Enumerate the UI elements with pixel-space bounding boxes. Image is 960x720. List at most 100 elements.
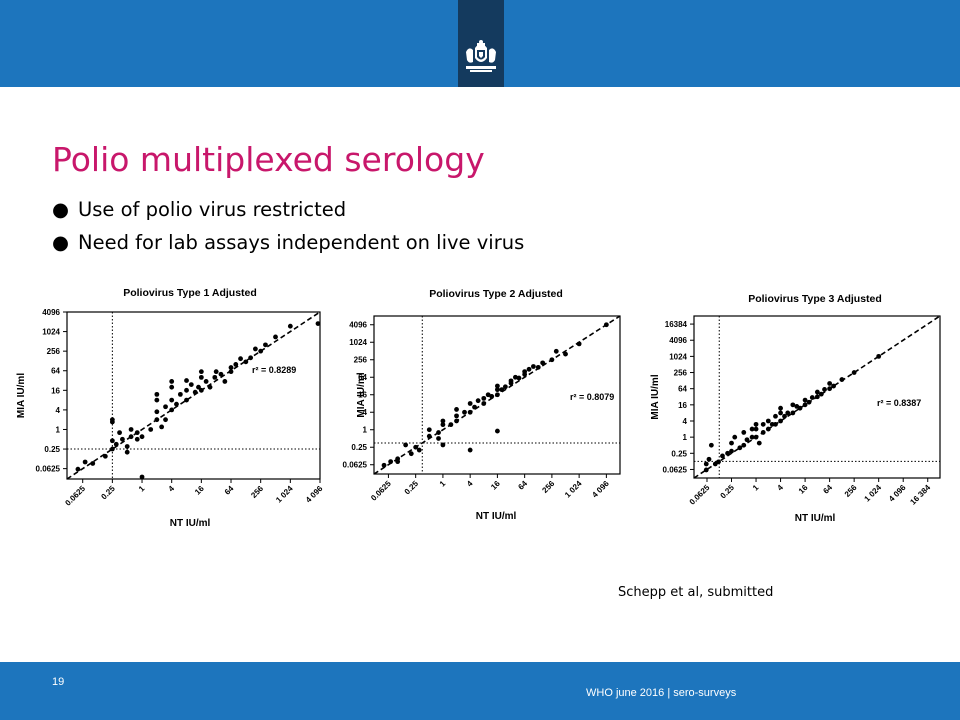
data-point — [540, 360, 546, 366]
data-point — [109, 438, 115, 444]
y-tick-label: 1024 — [42, 328, 60, 337]
plot-frame — [66, 311, 321, 480]
data-point — [148, 427, 154, 432]
data-point — [124, 449, 130, 455]
y-tick-label: 4 — [683, 417, 688, 426]
data-point — [703, 461, 709, 467]
data-point — [563, 351, 568, 357]
bottom-bar — [0, 662, 960, 720]
data-point — [549, 357, 555, 363]
data-point — [522, 372, 528, 377]
data-point — [184, 387, 189, 393]
y-tick-label: 0.0625 — [36, 465, 61, 474]
data-point — [203, 379, 209, 384]
y-tick-label: 0.25 — [44, 445, 60, 454]
data-point — [778, 410, 783, 416]
y-tick-label: 1024 — [669, 352, 687, 361]
data-point — [90, 461, 96, 466]
data-point — [720, 453, 725, 459]
data-point — [436, 430, 441, 435]
logo-box — [458, 0, 504, 87]
data-point — [827, 381, 833, 386]
data-point — [481, 401, 487, 406]
data-point — [120, 436, 125, 442]
data-point — [252, 346, 258, 352]
data-point — [790, 402, 796, 408]
y-tick-label: 64 — [358, 373, 367, 382]
data-point — [440, 418, 446, 424]
data-point — [440, 442, 446, 448]
chart-title: Poliovirus Type 1 Adjusted — [123, 287, 257, 299]
data-point — [526, 366, 532, 372]
data-point — [426, 427, 432, 433]
data-point — [222, 379, 228, 384]
y-tick-label: 256 — [354, 356, 368, 365]
x-tick-label: 16 — [797, 483, 810, 496]
y-tick-label: 4096 — [669, 336, 687, 345]
data-point — [169, 407, 175, 413]
data-point — [489, 394, 495, 399]
data-point — [706, 456, 712, 462]
data-point — [315, 321, 321, 327]
data-point — [192, 389, 198, 395]
data-point — [797, 405, 803, 411]
data-point — [516, 375, 522, 381]
data-point — [436, 436, 441, 441]
data-point — [472, 404, 477, 410]
data-point — [760, 430, 766, 435]
data-point — [184, 378, 189, 383]
data-point — [448, 422, 454, 428]
data-point — [388, 459, 394, 465]
data-point — [802, 397, 808, 403]
data-point — [481, 395, 487, 401]
data-point — [174, 401, 179, 407]
data-point — [212, 374, 218, 380]
data-point — [177, 391, 183, 397]
data-point — [139, 474, 145, 480]
data-point — [499, 387, 505, 393]
data-point — [207, 384, 213, 390]
data-point — [749, 434, 755, 440]
data-point — [495, 392, 500, 398]
data-point — [467, 447, 473, 453]
y-tick-label: 4096 — [349, 321, 367, 330]
data-point — [765, 426, 771, 432]
y-tick-label: 16384 — [665, 320, 688, 329]
y-axis-label: MIA IU/ml — [650, 374, 661, 419]
x-tick-label: 16 384 — [908, 483, 932, 507]
data-point — [749, 426, 755, 432]
x-tick-label: 4 — [775, 483, 785, 493]
data-point — [703, 467, 709, 473]
slide-title: Polio multiplexed serology — [52, 140, 485, 179]
data-point — [134, 436, 140, 442]
data-point — [413, 444, 419, 450]
data-point — [154, 409, 160, 415]
data-point — [454, 407, 459, 412]
data-point — [818, 391, 824, 397]
data-point — [741, 430, 747, 435]
data-point — [75, 466, 81, 472]
data-point — [134, 430, 140, 436]
x-tick-label: 256 — [843, 483, 859, 499]
data-point — [716, 459, 721, 465]
y-tick-label: 16 — [358, 391, 367, 400]
x-tick-label: 1 — [438, 479, 448, 489]
data-point — [124, 444, 130, 449]
data-point — [198, 387, 204, 393]
data-point — [273, 334, 278, 340]
y-tick-label: 1024 — [349, 338, 367, 347]
coat-of-arms-icon — [466, 40, 496, 72]
data-point — [744, 437, 750, 443]
data-point — [814, 394, 820, 400]
data-point — [809, 395, 815, 400]
data-point — [603, 322, 609, 328]
y-tick-label: 1 — [683, 433, 688, 442]
data-point — [508, 378, 514, 384]
x-tick-label: 1 — [137, 484, 147, 494]
bullet-list: ● Use of polio virus restricted ● Need for… — [52, 198, 524, 264]
x-tick-label: 4 — [167, 484, 177, 494]
bullet-text: Use of polio virus restricted — [78, 198, 347, 221]
bullet-item: ● Use of polio virus restricted — [52, 198, 524, 231]
data-point — [467, 409, 473, 415]
data-point — [159, 424, 165, 430]
